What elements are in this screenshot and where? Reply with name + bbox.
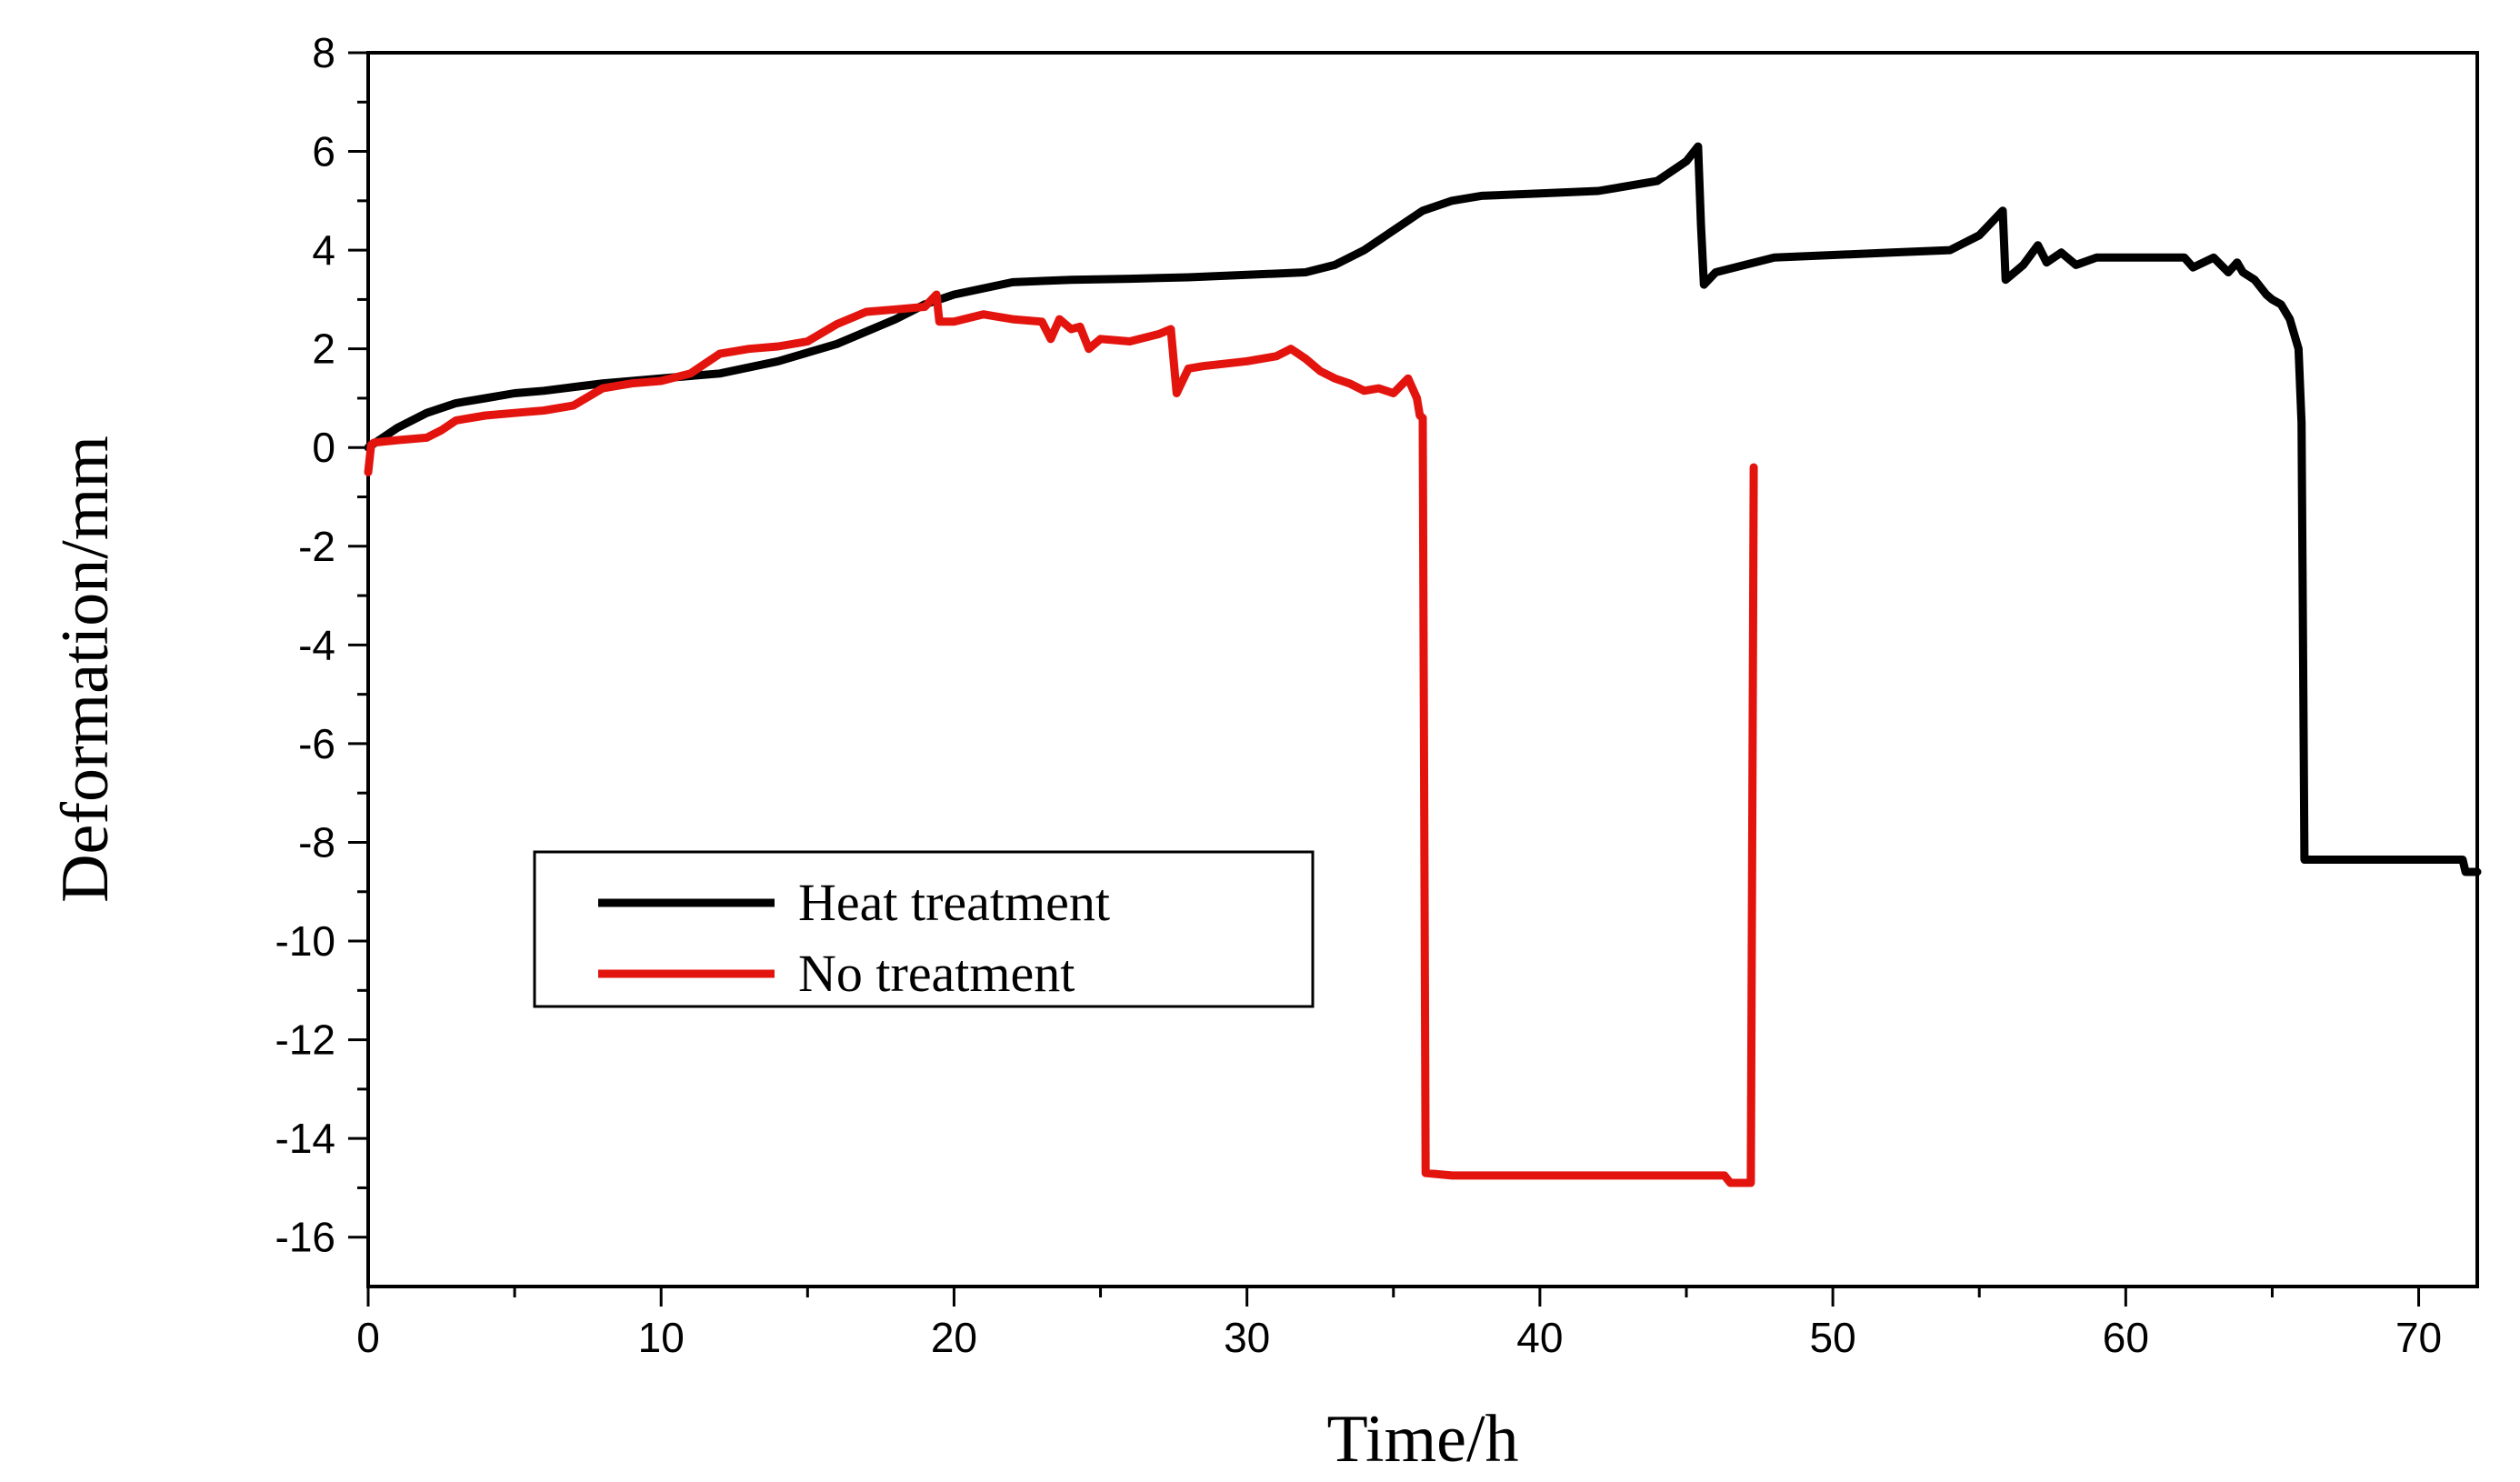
y-tick-label: -4 — [298, 621, 335, 668]
x-tick-label: 50 — [1810, 1314, 1856, 1361]
x-tick-label: 0 — [356, 1314, 380, 1361]
legend-label-no-treatment: No treatment — [798, 944, 1075, 1003]
y-tick-label: -14 — [275, 1115, 335, 1162]
y-tick-label: 0 — [312, 424, 335, 471]
y-tick-label: 2 — [312, 325, 335, 373]
x-tick-label: 10 — [638, 1314, 685, 1361]
y-tick-label: -2 — [298, 523, 335, 570]
y-tick-label: -12 — [275, 1016, 335, 1064]
x-tick-label: 70 — [2395, 1314, 2442, 1361]
y-tick-label: -6 — [298, 720, 335, 767]
x-tick-label: 20 — [931, 1314, 977, 1361]
series-layer — [364, 142, 2482, 1187]
legend: Heat treatment No treatment — [533, 850, 1315, 1008]
y-tick-label: -16 — [275, 1214, 335, 1261]
plot-frame — [366, 51, 2479, 1288]
legend-label-heat-treatment: Heat treatment — [798, 873, 1110, 932]
y-axis-title: Deformation/mm — [48, 436, 123, 903]
x-tick-label: 40 — [1516, 1314, 1563, 1361]
y-tick-label: 4 — [312, 226, 335, 274]
x-axis-title: Time/h — [1326, 1402, 1518, 1477]
y-tick-label: -8 — [298, 818, 335, 866]
series-line-no-treatment — [364, 290, 1758, 1187]
series-line-heat-treatment — [364, 142, 2482, 876]
y-tick-label: 8 — [312, 29, 335, 76]
y-tick-label: 6 — [312, 128, 335, 175]
x-tick-label: 60 — [2103, 1314, 2149, 1361]
x-tick-label: 30 — [1224, 1314, 1270, 1361]
y-tick-label: -10 — [275, 917, 335, 965]
legend-box — [533, 850, 1315, 1008]
axis-ticks — [348, 51, 2421, 1307]
